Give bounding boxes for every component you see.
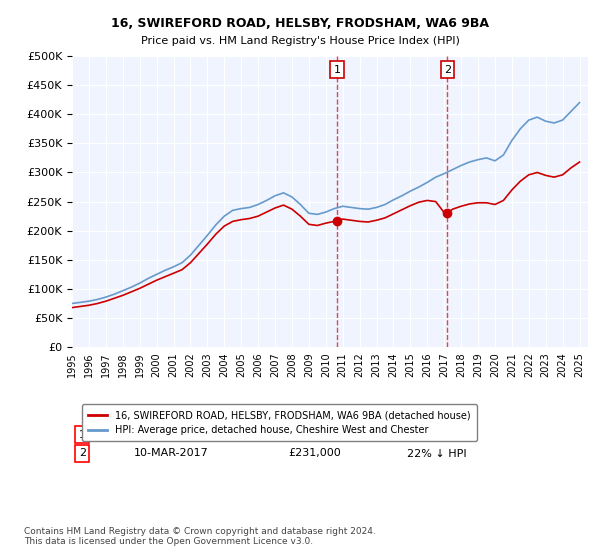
Text: Contains HM Land Registry data © Crown copyright and database right 2024.
This d: Contains HM Land Registry data © Crown c…: [24, 526, 376, 546]
Text: 16, SWIREFORD ROAD, HELSBY, FRODSHAM, WA6 9BA: 16, SWIREFORD ROAD, HELSBY, FRODSHAM, WA…: [111, 17, 489, 30]
Text: 22% ↓ HPI: 22% ↓ HPI: [407, 449, 467, 459]
Text: 18% ↓ HPI: 18% ↓ HPI: [407, 430, 467, 440]
Text: 06-SEP-2010: 06-SEP-2010: [134, 430, 205, 440]
Text: £231,000: £231,000: [289, 449, 341, 459]
Text: Price paid vs. HM Land Registry's House Price Index (HPI): Price paid vs. HM Land Registry's House …: [140, 36, 460, 46]
Legend: 16, SWIREFORD ROAD, HELSBY, FRODSHAM, WA6 9BA (detached house), HPI: Average pri: 16, SWIREFORD ROAD, HELSBY, FRODSHAM, WA…: [82, 404, 476, 441]
Text: 2: 2: [444, 65, 451, 74]
Text: 1: 1: [79, 430, 86, 440]
Text: 10-MAR-2017: 10-MAR-2017: [134, 449, 209, 459]
Text: 2: 2: [79, 449, 86, 459]
Text: 1: 1: [334, 65, 341, 74]
Text: £217,500: £217,500: [289, 430, 341, 440]
